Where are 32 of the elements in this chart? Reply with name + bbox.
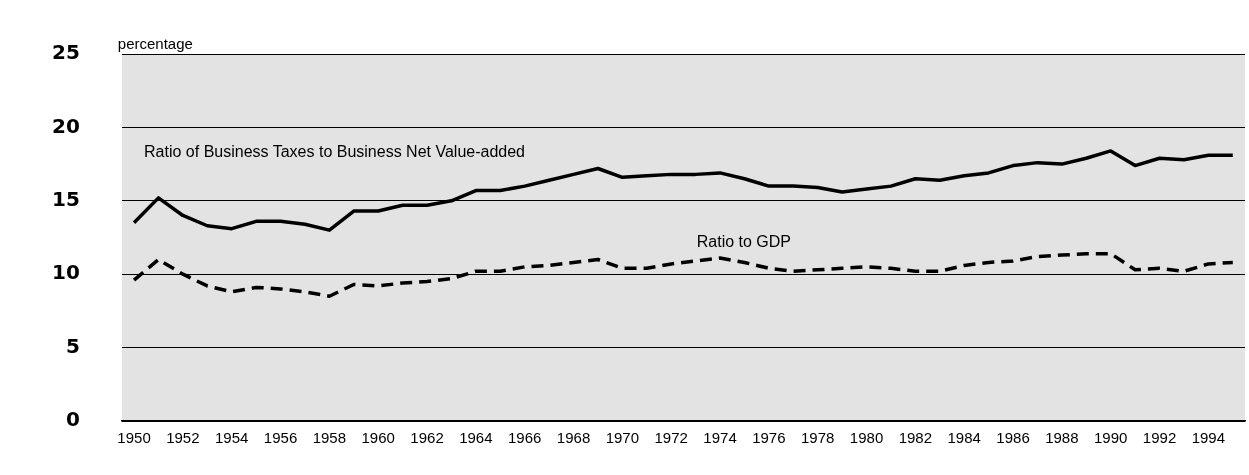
x-tick-label: 1976 [752,429,786,447]
x-tick-label: 1980 [849,429,884,447]
x-tick-label: 1984 [947,429,981,447]
x-tick-label: 1970 [605,429,640,447]
x-tick-label: 1994 [1191,429,1226,447]
x-tick-label: 1964 [459,429,493,447]
y-tick-label: 20 [51,113,80,138]
y-tick-label: 25 [51,40,80,65]
x-tick-label: 1954 [215,429,249,447]
x-tick-label: 1974 [703,429,737,447]
x-tick-label: 1950 [117,429,151,447]
x-tick-label: 1972 [654,429,688,447]
x-tick-label: 1992 [1142,429,1177,447]
y-tick-label: 5 [65,333,80,358]
x-tick-label: 1968 [556,429,591,447]
x-tick-label: 1962 [410,429,444,447]
series-label: Ratio to GDP [696,232,792,250]
x-tick-label: 1960 [361,429,395,447]
x-tick-label: 1990 [1094,429,1128,447]
series-label: Ratio of Business Taxes to Business Net Value-added [144,143,526,161]
y-tick-label: 10 [51,260,80,285]
x-tick-label: 1956 [263,429,298,447]
y-tick-label: 15 [51,187,80,211]
x-tick-label: 1966 [508,429,542,447]
x-tick-label: 1988 [1045,429,1079,447]
x-tick-label: 1982 [898,429,933,447]
y-tick-label: 0 [65,407,80,432]
y-axis-title: percentage [117,34,193,52]
x-tick-label: 1952 [166,429,200,447]
x-tick-label: 1986 [996,429,1030,447]
x-tick-label: 1978 [801,429,835,447]
x-tick-label: 1958 [312,429,347,447]
